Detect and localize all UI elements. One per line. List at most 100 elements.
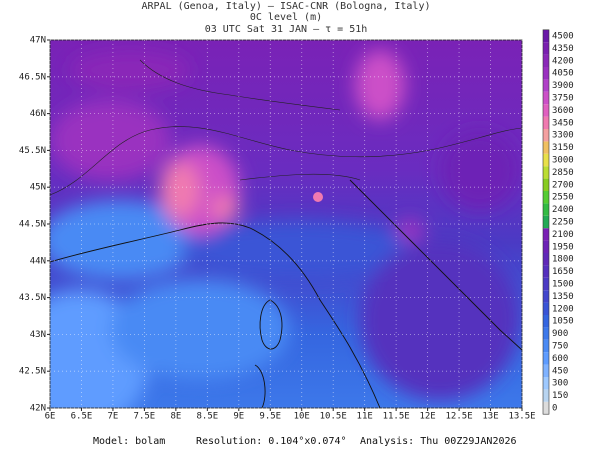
colorbar-label: 2700 [552, 180, 574, 190]
x-tick-label: 11.5E [383, 412, 410, 422]
field-blobs [50, 50, 520, 408]
colorbar-swatch [543, 29, 549, 43]
colorbar-label: 150 [552, 391, 568, 401]
header-line: 03 UTC Sat 31 JAN – τ = 51h [205, 24, 368, 35]
colorbar-swatch [543, 377, 549, 390]
y-tick-label: 44N [30, 256, 46, 266]
x-tick-label: 9.5E [259, 412, 281, 422]
colorbar-swatch [543, 302, 549, 315]
colorbar-label: 2100 [552, 230, 574, 240]
colorbar-swatch [543, 339, 549, 353]
colorbar-label: 1500 [552, 280, 574, 290]
y-tick-label: 44.5N [19, 220, 46, 230]
x-tick-label: 13.5E [508, 412, 535, 422]
header-line: 0C level (m) [250, 12, 322, 23]
colorbar-swatch [543, 401, 549, 415]
colorbar-swatch [543, 153, 549, 167]
colorbar-label: 900 [552, 329, 568, 339]
x-tick-label: 10E [294, 412, 310, 422]
x-tick-label: 6.5E [71, 412, 93, 422]
y-tick-label: 43N [30, 330, 46, 340]
colorbar-label: 2550 [552, 193, 574, 203]
colorbar-label: 3600 [552, 106, 574, 116]
field-spot [313, 192, 323, 202]
colorbar-swatch [543, 364, 549, 377]
y-tick-label: 46N [30, 109, 46, 119]
colorbar-label: 1950 [552, 242, 574, 252]
colorbar-swatch [543, 166, 549, 179]
colorbar-swatch [543, 42, 549, 55]
colorbar-label: 3150 [552, 143, 574, 153]
colorbar-swatch [543, 315, 549, 328]
colorbar-swatch [543, 352, 549, 365]
colorbar-label: 1350 [552, 292, 574, 302]
colorbar-frame [542, 29, 550, 415]
colorbar-swatch [543, 79, 549, 92]
colorbar-label: 4500 [552, 32, 574, 42]
y-tick-label: 43.5N [19, 293, 46, 303]
footer-model: Model: bolam [93, 436, 165, 447]
colorbar-label: 1800 [552, 255, 574, 265]
x-tick-label: 6E [45, 412, 56, 422]
colorbar-label: 3000 [552, 156, 574, 166]
colorbar-swatch [543, 253, 549, 266]
x-tick-label: 11E [357, 412, 373, 422]
x-tick-label: 13E [482, 412, 498, 422]
x-tick-label: 8.5E [196, 412, 218, 422]
colorbar-swatch [543, 141, 549, 154]
colorbar-swatch [543, 228, 549, 241]
x-tick-label: 12.5E [446, 412, 473, 422]
colorbar-label: 4350 [552, 44, 574, 54]
colorbar-label: 3900 [552, 81, 574, 91]
colorbar-label: 3450 [552, 118, 574, 128]
colorbar-label: 0 [552, 404, 557, 414]
colorbar-swatch [543, 327, 549, 340]
colorbar-swatch [543, 54, 549, 67]
colorbar-label: 3300 [552, 131, 574, 141]
colorbar-swatch [543, 240, 549, 253]
y-tick-label: 45.5N [19, 146, 46, 156]
colorbar-label: 3750 [552, 94, 574, 104]
header-line: ARPAL (Genoa, Italy) — ISAC-CNR (Bologna… [142, 1, 431, 12]
x-tick-label: 9E [233, 412, 244, 422]
colorbar-swatch [543, 215, 549, 229]
colorbar-swatch [543, 203, 549, 216]
map-field [50, 40, 522, 408]
colorbar-swatch [543, 116, 549, 129]
colorbar-swatch [543, 389, 549, 402]
colorbar-label: 750 [552, 342, 568, 352]
colorbar-label: 2850 [552, 168, 574, 178]
colorbar-label: 1050 [552, 317, 574, 327]
x-tick-label: 10.5E [320, 412, 347, 422]
colorbar-swatch [543, 67, 549, 80]
x-tick-label: 8E [170, 412, 181, 422]
colorbar-swatch [543, 265, 549, 278]
y-tick-label: 45N [30, 183, 46, 193]
x-tick-label: 7E [108, 412, 119, 422]
y-tick-label: 42N [30, 404, 46, 414]
colorbar-label: 1200 [552, 304, 574, 314]
x-tick-label: 7.5E [134, 412, 156, 422]
y-tick-label: 47N [30, 36, 46, 46]
y-tick-label: 42.5N [19, 367, 46, 377]
colorbar-label: 4200 [552, 56, 574, 66]
colorbar-label: 2250 [552, 218, 574, 228]
colorbar-swatch [543, 191, 549, 204]
colorbar-swatch [543, 104, 549, 117]
colorbar-label: 300 [552, 379, 568, 389]
colorbar-swatch [543, 290, 549, 303]
colorbar-label: 4050 [552, 69, 574, 79]
colorbar-swatch [543, 91, 549, 105]
colorbar-swatch [543, 129, 549, 142]
colorbar-label: 450 [552, 366, 568, 376]
x-tick-label: 12E [419, 412, 435, 422]
footer-analysis: Analysis: Thu 00Z29JAN2026 [360, 436, 517, 447]
colorbar-label: 600 [552, 354, 568, 364]
colorbar-label: 1650 [552, 267, 574, 277]
y-tick-label: 46.5N [19, 72, 46, 82]
footer-resolution: Resolution: 0.104°x0.074° [196, 436, 347, 447]
colorbar-swatch [543, 178, 549, 191]
colorbar-swatch [543, 277, 549, 291]
colorbar-label: 2400 [552, 205, 574, 215]
